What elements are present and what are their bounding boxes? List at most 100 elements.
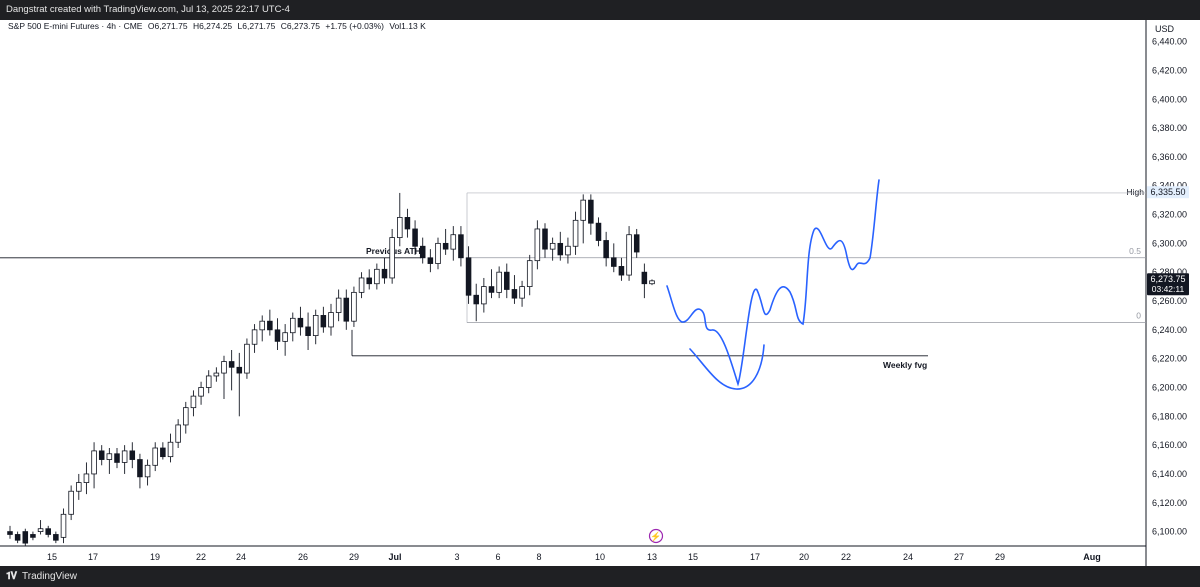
open-value: O6,271.75 — [147, 21, 188, 31]
countdown-value: 03:42:11 — [1152, 284, 1185, 294]
symbol-legend: S&P 500 E-mini Futures · 4h · CME O6,271… — [8, 21, 429, 31]
price-tick-label: 6,140.00 — [1152, 469, 1187, 479]
last-price-tag[interactable] — [1147, 273, 1189, 296]
lightning-icon[interactable] — [648, 528, 664, 544]
high-price-value: 6,335.50 — [1150, 187, 1185, 197]
time-tick-label: 10 — [595, 552, 605, 562]
price-chart[interactable]: USD 6,100.00 6,120.00 6,140.00 6,160.00 6,180… — [0, 20, 1200, 566]
candle-body — [397, 217, 403, 239]
candle-body — [557, 242, 564, 256]
candle-body — [274, 329, 281, 342]
candle-body — [549, 242, 556, 250]
currency-label: USD — [1155, 24, 1175, 34]
time-tick-label: Aug — [1083, 552, 1101, 562]
candle-body — [419, 245, 426, 259]
price-tick-label: 6,400.00 — [1152, 94, 1187, 104]
candle-body — [60, 513, 67, 538]
projection-dip-drawing — [689, 344, 765, 390]
candle-body — [53, 534, 59, 541]
time-tick-label: 24 — [903, 552, 913, 562]
tradingview-logo-icon[interactable]: 𝟏𝐕 — [6, 571, 17, 582]
candle-body — [320, 315, 327, 328]
projection-drawing — [666, 179, 880, 387]
candle-body — [144, 464, 151, 478]
candle-body — [488, 286, 495, 293]
candle-body — [167, 441, 174, 458]
candle-body — [22, 531, 29, 544]
candle-body — [251, 329, 258, 345]
candle-body — [37, 528, 44, 532]
candle-body — [244, 343, 250, 374]
time-tick-label: 19 — [150, 552, 160, 562]
candle-body — [183, 407, 189, 426]
candle-body — [588, 199, 594, 224]
candle-body — [458, 234, 464, 259]
candle-body — [114, 453, 120, 463]
attribution-bar: Dangstrat created with TradingView.com, … — [0, 0, 1200, 20]
candle-body — [190, 395, 197, 409]
price-tick-label: 6,220.00 — [1152, 354, 1187, 364]
candle-body — [213, 372, 220, 377]
time-tick-label: 13 — [647, 552, 657, 562]
candle-body — [542, 228, 548, 250]
candle-body — [267, 320, 273, 331]
price-tick-label: 6,200.00 — [1152, 382, 1187, 392]
time-tick-label: 6 — [495, 552, 500, 562]
candle-body — [328, 312, 334, 328]
candle-body — [412, 228, 418, 247]
price-tick-label: 6,360.00 — [1152, 152, 1187, 162]
candle-body — [282, 332, 288, 342]
time-tick-label: 15 — [688, 552, 698, 562]
candle-body — [236, 366, 243, 374]
candle-body — [626, 234, 632, 276]
candle-body — [259, 320, 265, 331]
footer-bar: 𝟏𝐕 TradingView — [0, 566, 1200, 587]
candle-body — [175, 424, 181, 443]
symbol-name[interactable]: S&P 500 E-mini Futures · 4h · CME — [8, 21, 143, 31]
last-price-value: 6,273.75 — [1150, 274, 1185, 284]
level-label: 0.5 — [1129, 246, 1141, 256]
time-tick-label: Jul — [388, 552, 401, 562]
price-tick-label: 6,300.00 — [1152, 238, 1187, 248]
price-axis[interactable]: USD 6,100.00 6,120.00 6,140.00 6,160.00 6,180… — [1127, 20, 1189, 566]
candle-body — [649, 280, 655, 285]
candle-body — [618, 266, 625, 276]
candle-body — [98, 450, 105, 460]
price-tick-label: 6,120.00 — [1152, 498, 1187, 508]
candle-body — [7, 531, 13, 535]
candle-body — [137, 459, 143, 478]
high-label: High — [1127, 187, 1145, 197]
time-axis[interactable]: 15 17 19 22 24 26 29 Jul 3 6 8 10 13 15 17 20 22 24 27 29 Au… — [0, 528, 1146, 563]
candle-body — [205, 375, 212, 388]
candle-body — [351, 291, 357, 322]
candle-body — [641, 271, 648, 285]
candle-body — [198, 387, 204, 397]
candle-body — [14, 534, 21, 541]
level-label: 0 — [1136, 311, 1141, 321]
close-value: C6,273.75 — [280, 21, 320, 31]
price-tick-label: 6,440.00 — [1152, 37, 1187, 47]
candle-body — [511, 289, 518, 299]
price-tick-label: 6,160.00 — [1152, 440, 1187, 450]
candle-body — [389, 237, 395, 279]
time-tick-label: 20 — [799, 552, 809, 562]
chart-area[interactable]: S&P 500 E-mini Futures · 4h · CME O6,271… — [0, 20, 1200, 566]
candle-body — [565, 245, 571, 256]
lightning-glyph: ⚡ — [650, 531, 661, 543]
candle-body — [442, 242, 449, 250]
price-tick-label: 6,280.00 — [1152, 267, 1187, 277]
candle-body — [343, 297, 350, 322]
candle-body — [68, 490, 74, 515]
level-label: Weekly fvg — [883, 360, 927, 370]
footer-brand[interactable]: TradingView — [22, 571, 78, 582]
time-tick-label: 29 — [349, 552, 359, 562]
candle-body — [297, 317, 304, 328]
candle-body — [526, 260, 533, 288]
candle-body — [152, 447, 158, 466]
candle-body — [312, 315, 319, 336]
candle-body — [91, 450, 97, 475]
price-tick-label: 6,240.00 — [1152, 325, 1187, 335]
time-tick-label: 8 — [536, 552, 541, 562]
